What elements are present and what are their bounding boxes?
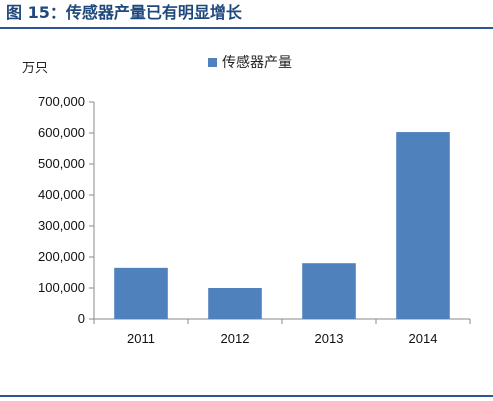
x-tick-label: 2013 — [315, 331, 344, 346]
title-rule — [0, 27, 493, 29]
y-tick-label: 500,000 — [38, 156, 85, 171]
figure-title: 图 15：传感器产量已有明显增长 — [6, 3, 242, 22]
bars — [114, 132, 450, 319]
legend-swatch — [208, 58, 217, 67]
bar-2014 — [396, 132, 450, 319]
y-tick-label: 600,000 — [38, 125, 85, 140]
x-ticks: 2011 2012 2013 2014 — [93, 319, 471, 346]
bar-2012 — [208, 288, 262, 319]
y-tick-label: 400,000 — [38, 187, 85, 202]
unit-label: 万只 — [22, 61, 48, 76]
legend-label: 传感器产量 — [222, 54, 292, 71]
x-tick-label: 2014 — [409, 331, 438, 346]
y-tick-label: 700,000 — [38, 94, 85, 109]
y-tick-label: 100,000 — [38, 280, 85, 295]
y-tick-label: 0 — [78, 311, 85, 326]
y-ticks: 0 100,000 200,000 300,000 400,000 500,000 600,… — [38, 94, 94, 326]
x-tick-label: 2011 — [127, 331, 155, 346]
y-tick-label: 300,000 — [38, 218, 85, 233]
bar-2011 — [114, 267, 168, 319]
y-tick-label: 200,000 — [38, 249, 85, 264]
bar-2013 — [302, 263, 356, 319]
bottom-rule — [0, 395, 493, 397]
x-tick-label: 2012 — [221, 331, 250, 346]
